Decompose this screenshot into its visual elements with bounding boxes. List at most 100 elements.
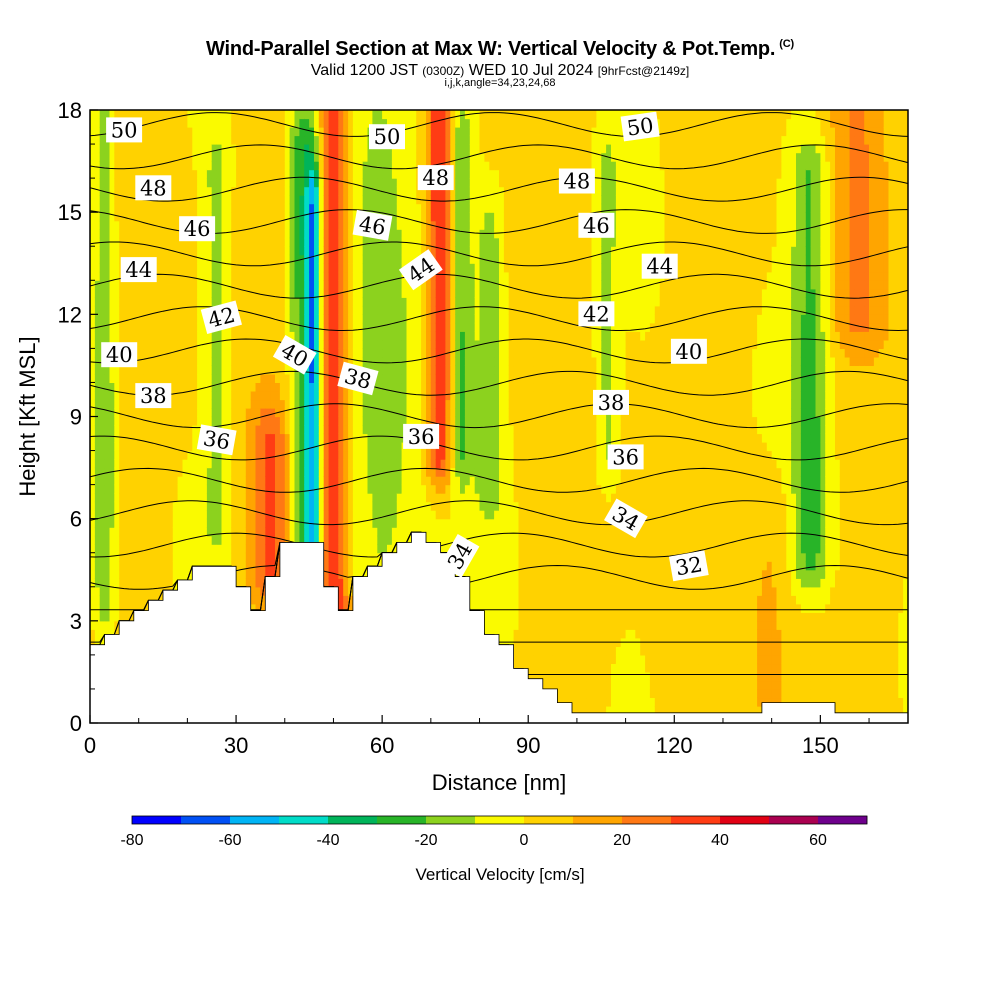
velocity-cell xyxy=(206,178,213,188)
velocity-cell xyxy=(250,297,257,307)
velocity-cell xyxy=(187,365,193,375)
velocity-cell xyxy=(289,314,296,324)
velocity-cell xyxy=(138,552,145,562)
velocity-cell xyxy=(294,152,300,162)
velocity-cell xyxy=(163,373,169,384)
velocity-cell xyxy=(148,144,154,154)
velocity-cell xyxy=(382,271,388,281)
velocity-cell xyxy=(328,118,335,128)
velocity-cell xyxy=(182,152,188,162)
velocity-cell xyxy=(99,297,106,307)
velocity-cell xyxy=(411,110,417,120)
velocity-cell xyxy=(255,450,261,460)
velocity-cell xyxy=(357,237,364,247)
velocity-cell xyxy=(314,203,320,213)
velocity-cell xyxy=(401,527,408,537)
velocity-cell xyxy=(391,305,398,315)
velocity-cell xyxy=(114,510,120,520)
velocity-cell xyxy=(197,552,203,562)
velocity-cell xyxy=(367,331,373,341)
velocity-cell xyxy=(192,144,198,154)
velocity-cell xyxy=(172,331,179,341)
velocity-cell xyxy=(299,161,305,171)
velocity-cell xyxy=(377,544,383,554)
velocity-cell xyxy=(167,314,174,324)
velocity-cell xyxy=(221,186,227,196)
velocity-cell xyxy=(172,408,179,418)
velocity-cell xyxy=(250,212,257,222)
velocity-cell xyxy=(236,288,242,298)
velocity-cell xyxy=(352,356,359,367)
velocity-cell xyxy=(279,118,286,128)
velocity-cell xyxy=(114,399,120,409)
velocity-cell xyxy=(109,433,115,443)
velocity-cell xyxy=(158,161,164,171)
velocity-cell xyxy=(187,518,193,528)
velocity-cell xyxy=(240,288,247,298)
velocity-cell xyxy=(124,246,130,256)
velocity-cell xyxy=(338,229,344,239)
velocity-cell xyxy=(236,467,242,477)
velocity-cell xyxy=(236,212,242,222)
velocity-cell xyxy=(270,484,276,494)
velocity-cell xyxy=(231,178,237,188)
velocity-cell xyxy=(323,484,330,494)
velocity-cell xyxy=(391,186,398,196)
velocity-cell xyxy=(94,365,101,375)
velocity-cell xyxy=(275,365,281,375)
velocity-cell xyxy=(114,459,120,469)
velocity-cell xyxy=(367,527,373,537)
velocity-cell xyxy=(396,322,403,332)
velocity-cell xyxy=(377,305,383,315)
velocity-cell xyxy=(226,561,232,571)
velocity-cell xyxy=(211,552,218,562)
velocity-cell xyxy=(226,135,232,145)
velocity-cell xyxy=(304,399,310,409)
velocity-cell xyxy=(138,561,145,571)
velocity-cell xyxy=(275,467,281,477)
velocity-cell xyxy=(333,561,339,571)
velocity-cell xyxy=(90,152,96,162)
velocity-cell xyxy=(255,442,261,452)
velocity-cell xyxy=(391,518,398,528)
velocity-cell xyxy=(240,348,247,358)
velocity-cell xyxy=(94,373,101,384)
velocity-cell xyxy=(143,586,150,596)
velocity-cell xyxy=(367,467,373,477)
velocity-cell xyxy=(387,493,393,503)
velocity-cell xyxy=(231,518,237,528)
velocity-cell xyxy=(172,212,179,222)
velocity-cell xyxy=(348,339,354,350)
velocity-cell xyxy=(265,212,271,222)
velocity-cell xyxy=(387,280,393,290)
velocity-cell xyxy=(94,246,101,256)
velocity-cell xyxy=(377,459,383,469)
velocity-cell xyxy=(323,544,330,554)
velocity-cell xyxy=(216,373,223,384)
velocity-cell xyxy=(148,416,154,426)
velocity-cell xyxy=(318,382,325,392)
velocity-cell xyxy=(143,544,150,554)
velocity-cell xyxy=(138,569,145,579)
velocity-cell xyxy=(299,518,305,528)
velocity-cell xyxy=(396,348,403,358)
velocity-cell xyxy=(138,305,145,315)
velocity-cell xyxy=(343,348,349,358)
velocity-cell xyxy=(294,518,300,528)
velocity-cell xyxy=(187,280,193,290)
velocity-cell xyxy=(202,110,208,120)
velocity-cell xyxy=(148,501,154,511)
velocity-cell xyxy=(177,518,184,528)
velocity-cell xyxy=(245,144,252,154)
velocity-cell xyxy=(99,331,106,341)
velocity-cell xyxy=(206,339,213,350)
velocity-cell xyxy=(226,195,232,205)
velocity-cell xyxy=(279,110,286,120)
velocity-cell xyxy=(216,459,223,469)
velocity-cell xyxy=(240,501,247,511)
velocity-cell xyxy=(172,348,179,358)
velocity-cell xyxy=(416,459,422,469)
velocity-cell xyxy=(221,246,227,256)
velocity-cell xyxy=(231,399,237,409)
velocity-cell xyxy=(114,271,120,281)
